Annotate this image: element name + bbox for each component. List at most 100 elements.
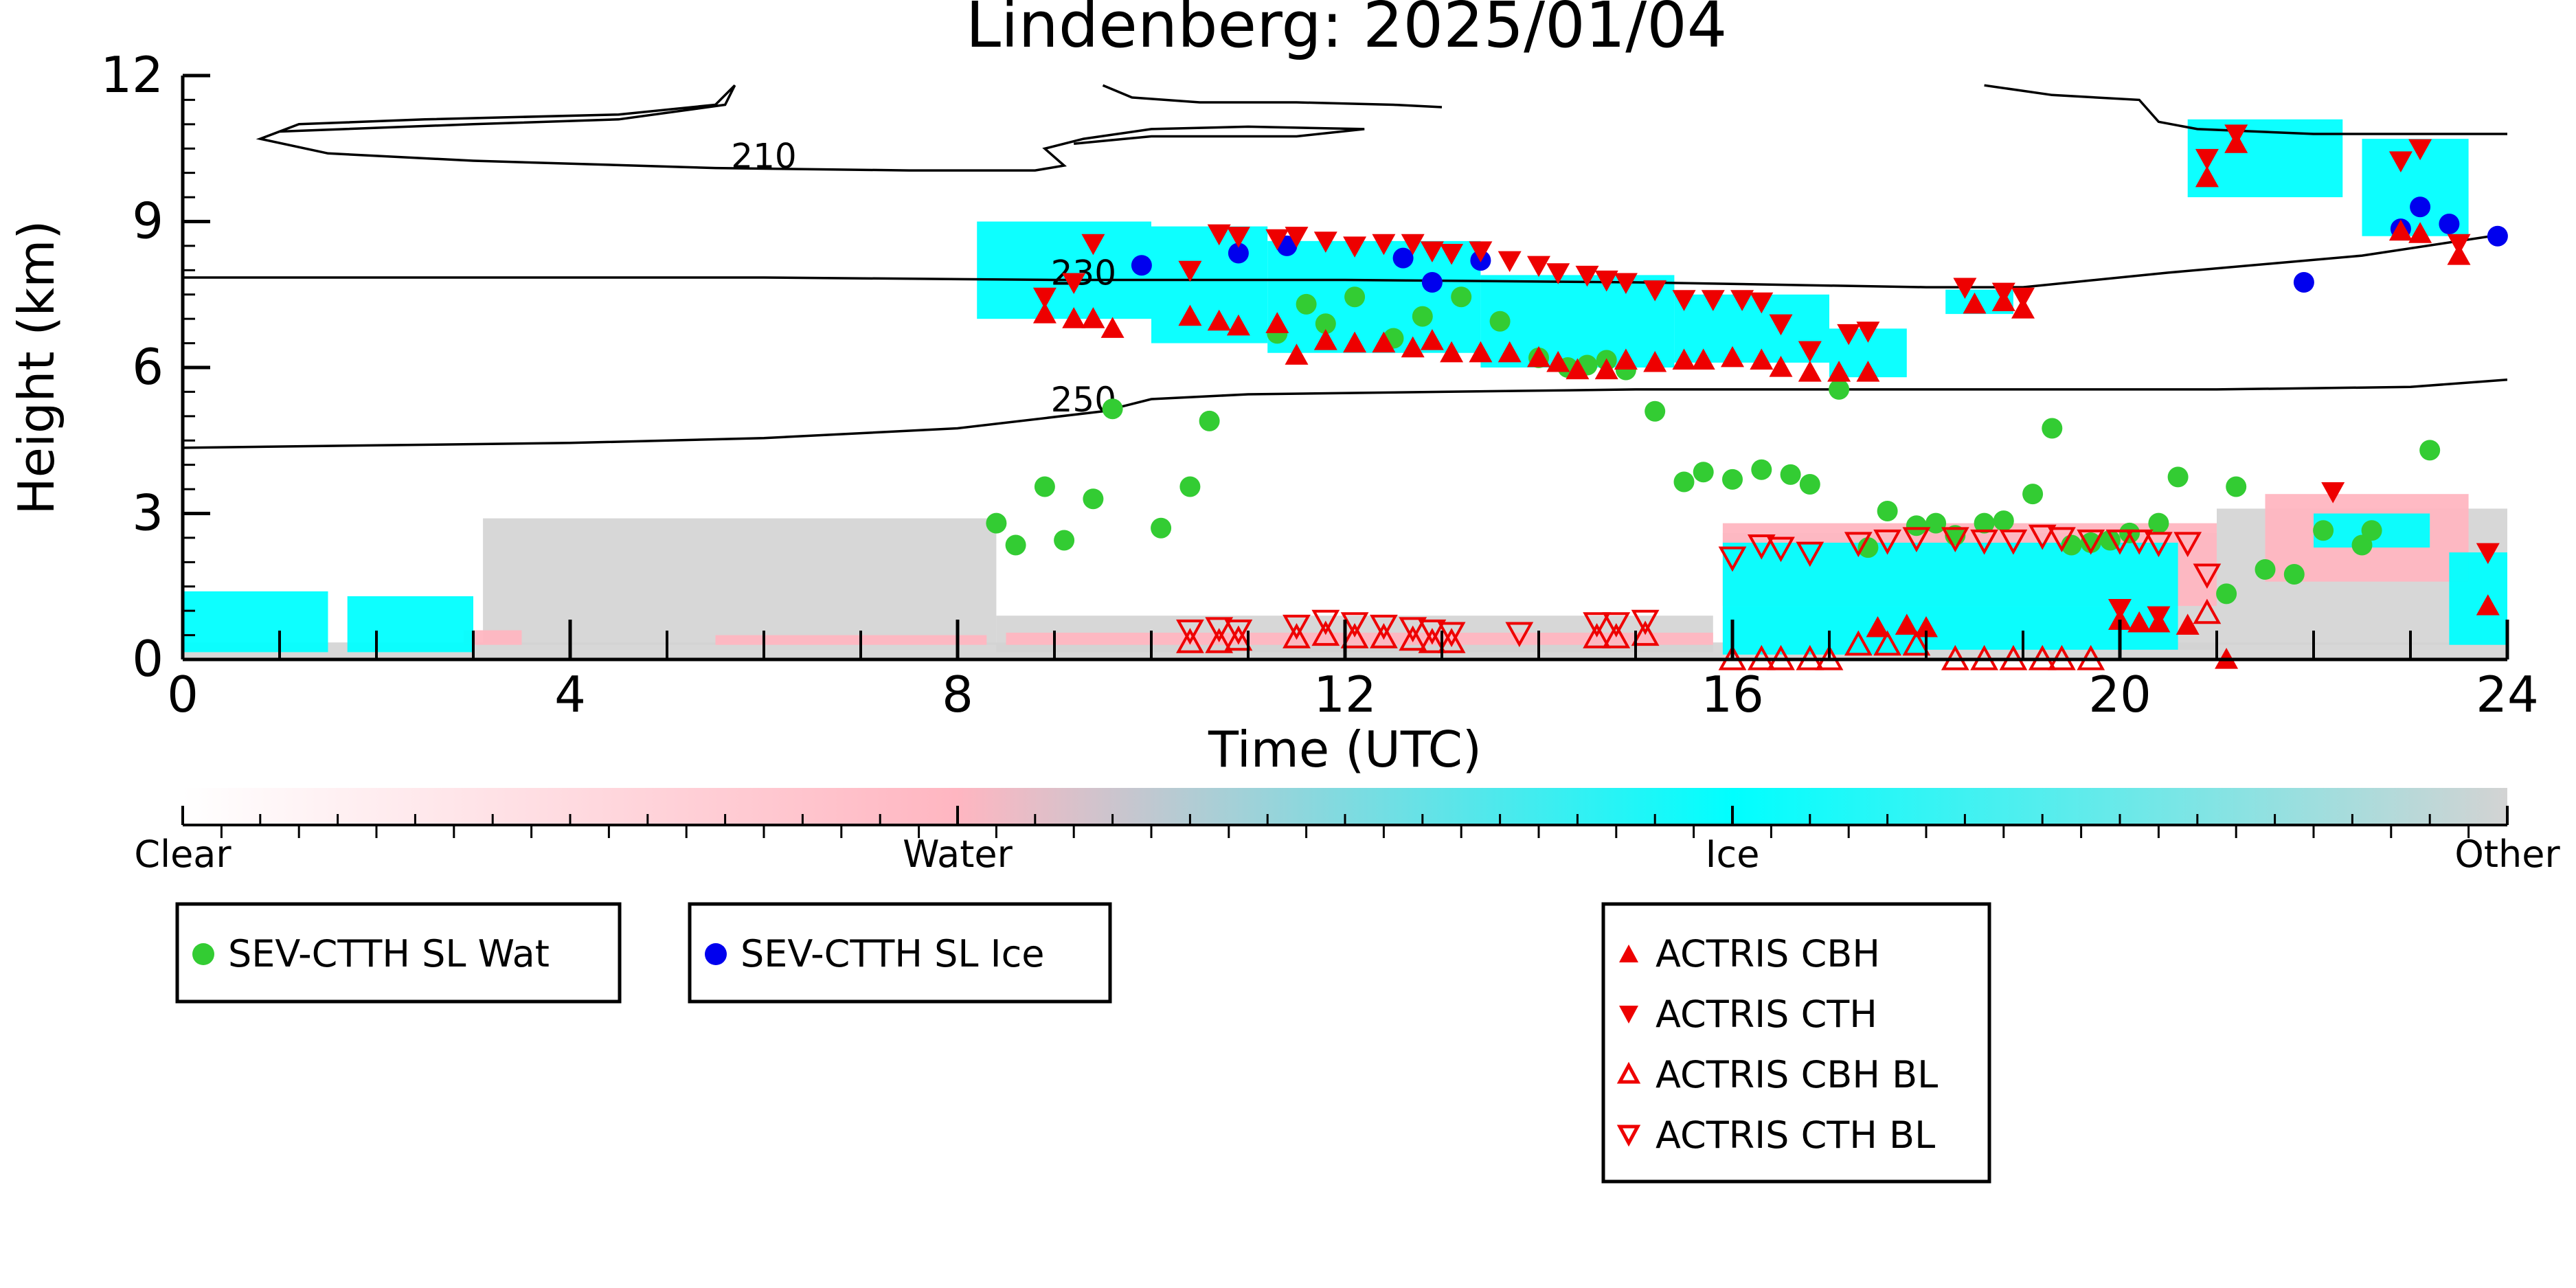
data-point xyxy=(2408,222,2432,243)
data-point xyxy=(1925,512,1947,534)
cloud-field-ice xyxy=(2449,552,2507,645)
data-point xyxy=(2022,484,2044,505)
data-point xyxy=(1131,255,1152,276)
legend-marker-sev-wat xyxy=(192,943,214,965)
data-point xyxy=(1873,630,1901,656)
data-point xyxy=(2105,529,2134,555)
data-point xyxy=(1631,620,1660,646)
data-point xyxy=(1199,410,1220,431)
data-point xyxy=(1315,313,1336,335)
data-point xyxy=(2193,598,2222,624)
data-point xyxy=(1970,529,1998,555)
colorbar-label-water: Water xyxy=(903,833,1013,876)
data-point xyxy=(1205,628,1234,653)
data-point xyxy=(2321,482,2345,504)
data-point xyxy=(2077,529,2105,555)
y-tick-label: 9 xyxy=(132,192,163,250)
cloud-field-ice xyxy=(1926,543,2178,650)
contour-line-230 xyxy=(183,232,2507,289)
data-point xyxy=(2439,214,2460,235)
legend-sev-water: SEV-CTTH SL Wat xyxy=(175,902,622,1004)
data-point xyxy=(1631,609,1660,635)
data-point xyxy=(2176,613,2200,635)
data-point xyxy=(1226,314,1250,336)
colorbar-label-ice: Ice xyxy=(1706,833,1760,876)
data-point xyxy=(1798,341,1822,363)
data-point xyxy=(2011,287,2035,309)
data-point xyxy=(1370,623,1398,648)
data-point xyxy=(1418,628,1447,653)
legend-label-cth: ACTRIS CTH xyxy=(1656,993,1877,1036)
data-point xyxy=(1440,341,1464,363)
data-point xyxy=(2148,512,2169,534)
data-point xyxy=(1769,356,1793,377)
data-point xyxy=(1005,534,1026,556)
data-point xyxy=(1062,307,1086,328)
data-point xyxy=(1829,379,1850,400)
legend-label-sev-ice: SEV-CTTH SL Ice xyxy=(741,932,1045,975)
x-tick-label: 0 xyxy=(167,666,199,723)
data-point xyxy=(1420,241,1444,262)
data-point xyxy=(2224,124,2248,146)
data-point xyxy=(1370,614,1398,640)
legend-frame xyxy=(688,902,1112,1004)
data-point xyxy=(1296,293,1317,315)
data-point xyxy=(1498,251,1522,273)
data-point xyxy=(1643,350,1667,372)
data-point xyxy=(1857,537,1879,558)
data-point xyxy=(1178,260,1202,282)
legend-actris: ACTRIS CBH ACTRIS CTH ACTRIS CBH BL ACTR… xyxy=(1601,902,1991,1184)
data-point xyxy=(2410,196,2431,218)
y-tick-label: 12 xyxy=(100,46,163,104)
legend-frame xyxy=(175,902,622,1004)
series-actris-cth-bl xyxy=(1176,524,2222,648)
data-point xyxy=(1399,617,1427,643)
data-point xyxy=(1344,286,1366,308)
series-actris-cbh xyxy=(1032,132,2500,669)
data-point xyxy=(2042,418,2063,439)
data-point xyxy=(1527,256,1550,278)
data-point xyxy=(2147,606,2171,628)
data-point xyxy=(1343,236,1367,258)
data-point xyxy=(1902,527,1931,553)
data-point xyxy=(2476,594,2500,615)
data-point xyxy=(1877,500,1898,521)
contour-line-210 xyxy=(256,84,1365,172)
data-point xyxy=(1798,361,1822,382)
data-point xyxy=(2080,532,2101,553)
data-point xyxy=(1081,234,1105,256)
data-point xyxy=(1566,358,1590,380)
data-point xyxy=(2351,534,2373,556)
data-point xyxy=(1340,623,1369,648)
colorbar-label-other: Other xyxy=(2454,833,2560,876)
data-point xyxy=(2255,558,2276,580)
data-point xyxy=(2226,476,2247,497)
x-tick-label: 4 xyxy=(554,666,586,723)
x-tick-label: 8 xyxy=(942,666,973,723)
data-point xyxy=(1902,630,1931,656)
data-point xyxy=(1614,348,1638,370)
data-point xyxy=(2048,527,2076,553)
data-point xyxy=(1747,534,1776,560)
data-point xyxy=(1672,290,1696,311)
data-point xyxy=(1311,609,1340,635)
data-point xyxy=(1505,622,1534,648)
legend-marker-cth-bl xyxy=(1616,1125,1641,1147)
x-axis-label: Time (UTC) xyxy=(1208,721,1482,778)
data-point xyxy=(1953,278,1977,300)
data-point xyxy=(1224,619,1253,645)
data-point xyxy=(2193,563,2222,589)
cloud-field-ice xyxy=(1151,226,1268,343)
data-point xyxy=(1796,541,1824,567)
data-point xyxy=(1451,286,1472,308)
data-point xyxy=(2447,234,2471,256)
data-point xyxy=(1856,361,1880,382)
data-point xyxy=(1498,341,1522,363)
data-point xyxy=(1844,532,1873,558)
contour-label-210: 210 xyxy=(731,137,796,177)
data-point xyxy=(1799,474,1820,495)
data-point xyxy=(2195,166,2219,188)
data-point xyxy=(2127,611,2151,633)
